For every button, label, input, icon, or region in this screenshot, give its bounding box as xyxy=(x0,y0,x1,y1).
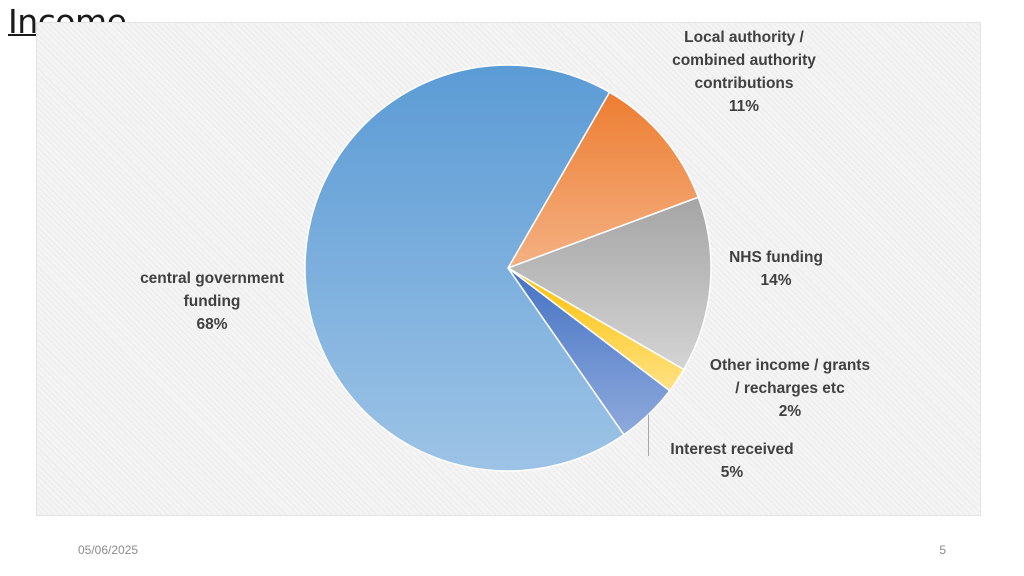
footer-date: 05/06/2025 xyxy=(78,543,139,557)
label-interest-received: Interest received 5% xyxy=(670,441,794,481)
label-local-authority: Local authority / combined authority con… xyxy=(672,29,816,115)
label-other-income: Other income / grants / recharges etc 2% xyxy=(709,357,871,420)
slice-nhs-funding xyxy=(506,196,712,371)
page-number: 5 xyxy=(939,543,946,557)
slice-local-authority xyxy=(506,91,700,270)
slice-central-government xyxy=(304,64,625,472)
label-nhs-funding: NHS funding 14% xyxy=(729,249,823,289)
label-central-government: central government funding 68% xyxy=(140,270,284,333)
